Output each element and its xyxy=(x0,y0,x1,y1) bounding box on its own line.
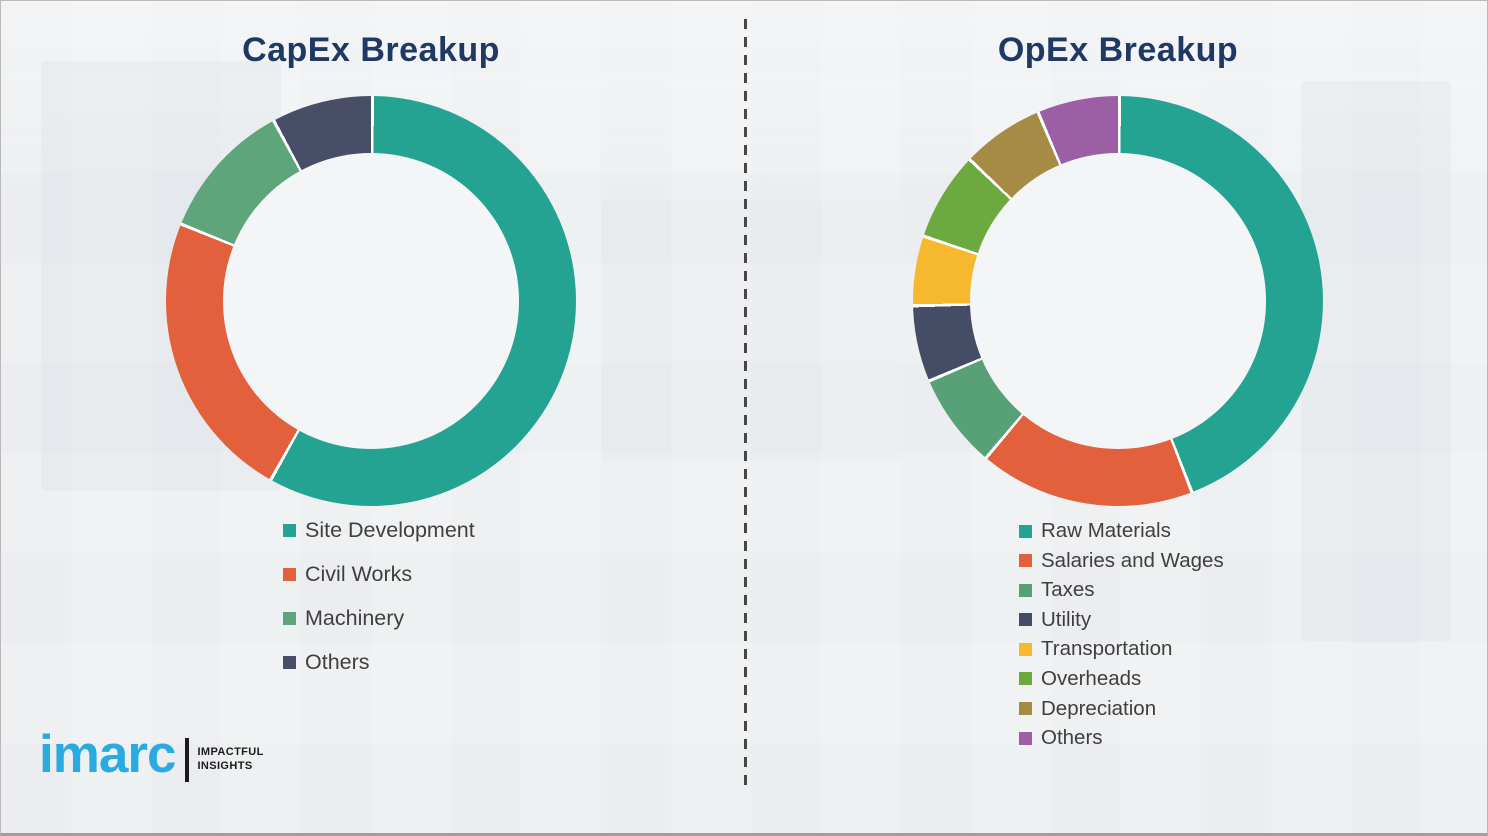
opex-legend: Raw Materials Salaries and Wages Taxes U… xyxy=(1019,518,1224,755)
legend-item-others-capex: Others xyxy=(283,649,475,675)
capex-donut-chart xyxy=(166,96,576,506)
legend-item-taxes: Taxes xyxy=(1019,577,1224,603)
legend-label: Civil Works xyxy=(305,561,413,586)
legend-item-site-development: Site Development xyxy=(283,517,475,543)
legend-label: Depreciation xyxy=(1041,696,1157,720)
legend-swatch xyxy=(1019,524,1032,538)
legend-label: Taxes xyxy=(1041,578,1095,602)
legend-label: Site Development xyxy=(305,517,475,542)
opex-donut-chart xyxy=(913,96,1323,506)
legend-label: Salaries and Wages xyxy=(1041,548,1224,572)
legend-swatch xyxy=(283,655,296,669)
legend-item-machinery: Machinery xyxy=(283,605,475,631)
watermark-shape xyxy=(601,201,901,461)
legend-item-civil-works: Civil Works xyxy=(283,561,475,587)
imarc-logo-wordmark: imarc xyxy=(39,724,176,784)
legend-label: Machinery xyxy=(305,605,405,630)
legend-label: Others xyxy=(305,649,370,674)
legend-item-utility: Utility xyxy=(1019,607,1224,633)
capex-legend: Site Development Civil Works Machinery O… xyxy=(283,517,475,693)
legend-item-transportation: Transportation xyxy=(1019,636,1224,662)
legend-swatch xyxy=(1019,672,1032,686)
watermark-shape xyxy=(1301,81,1451,641)
legend-item-overheads: Overheads xyxy=(1019,666,1224,692)
section-divider-dashed-line xyxy=(744,19,747,791)
legend-label: Overheads xyxy=(1041,666,1142,690)
legend-swatch xyxy=(1019,642,1032,656)
legend-item-raw-materials: Raw Materials xyxy=(1019,518,1224,544)
imarc-logo: imarc IMPACTFUL INSIGHTS xyxy=(39,728,264,782)
legend-label: Utility xyxy=(1041,607,1092,631)
legend-swatch xyxy=(283,523,296,537)
legend-item-others-opex: Others xyxy=(1019,725,1224,751)
legend-item-salaries-wages: Salaries and Wages xyxy=(1019,548,1224,574)
imarc-logo-divider-bar xyxy=(185,738,190,782)
capex-chart-title: CapEx Breakup xyxy=(242,31,500,69)
legend-swatch xyxy=(1019,731,1032,745)
legend-label: Others xyxy=(1041,726,1103,750)
legend-swatch xyxy=(1019,583,1032,597)
legend-swatch xyxy=(283,611,296,625)
imarc-logo-tagline: IMPACTFUL INSIGHTS xyxy=(197,746,264,772)
opex-chart-title: OpEx Breakup xyxy=(997,31,1239,69)
legend-swatch xyxy=(1019,613,1032,627)
legend-item-depreciation: Depreciation xyxy=(1019,696,1224,722)
legend-label: Raw Materials xyxy=(1041,519,1171,542)
legend-label: Transportation xyxy=(1041,637,1173,661)
legend-swatch xyxy=(1019,554,1032,568)
legend-swatch xyxy=(1019,702,1032,716)
legend-swatch xyxy=(283,567,296,581)
